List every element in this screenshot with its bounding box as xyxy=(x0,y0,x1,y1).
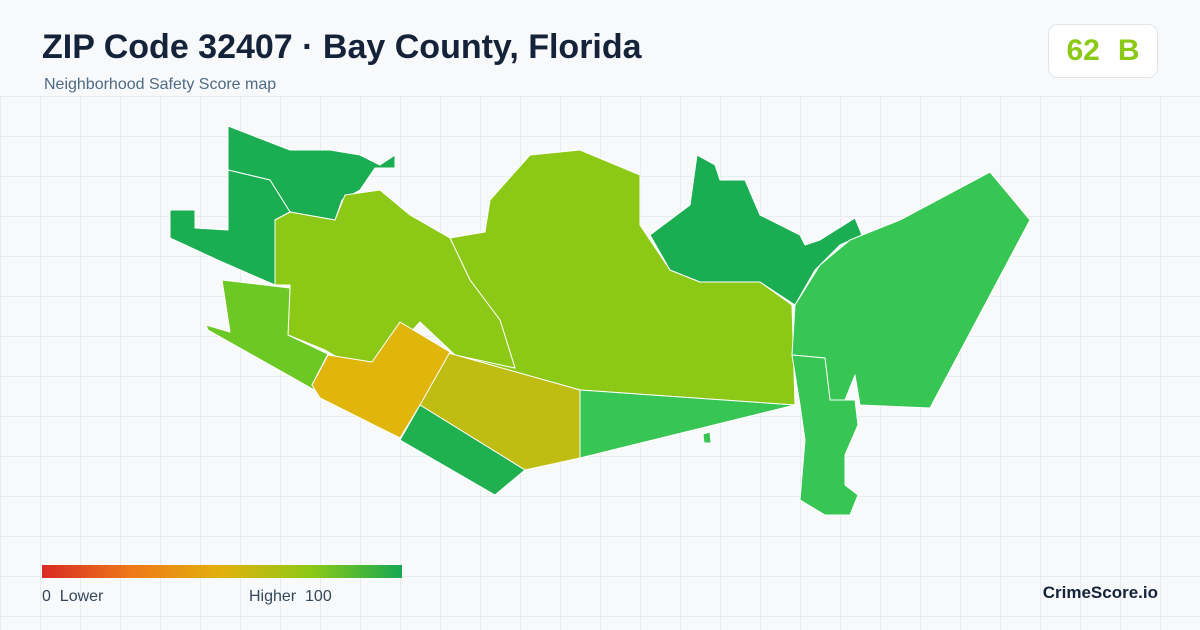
subtitle: Neighborhood Safety Score map xyxy=(44,76,277,93)
score: 62 xyxy=(1066,34,1100,67)
legend-min: 0 xyxy=(42,588,51,605)
brand: CrimeScore.io xyxy=(1042,583,1158,602)
score-badge: 62 B xyxy=(1048,24,1158,78)
region xyxy=(791,354,859,516)
legend-high: Higher 100 xyxy=(249,588,332,606)
region xyxy=(169,169,291,286)
legend-low-label: Lower xyxy=(59,588,104,605)
region xyxy=(311,321,451,439)
title: ZIP Code 32407 · Bay County, Florida xyxy=(42,28,642,66)
region xyxy=(399,404,526,496)
legend-gradient xyxy=(42,565,402,578)
legend-high-label: Higher xyxy=(249,588,297,605)
grade: B xyxy=(1117,34,1140,67)
region xyxy=(791,171,1031,409)
legend-low: 0 Lower xyxy=(42,588,103,606)
legend-max: 100 xyxy=(305,588,332,605)
region xyxy=(649,154,863,306)
region xyxy=(702,431,712,444)
